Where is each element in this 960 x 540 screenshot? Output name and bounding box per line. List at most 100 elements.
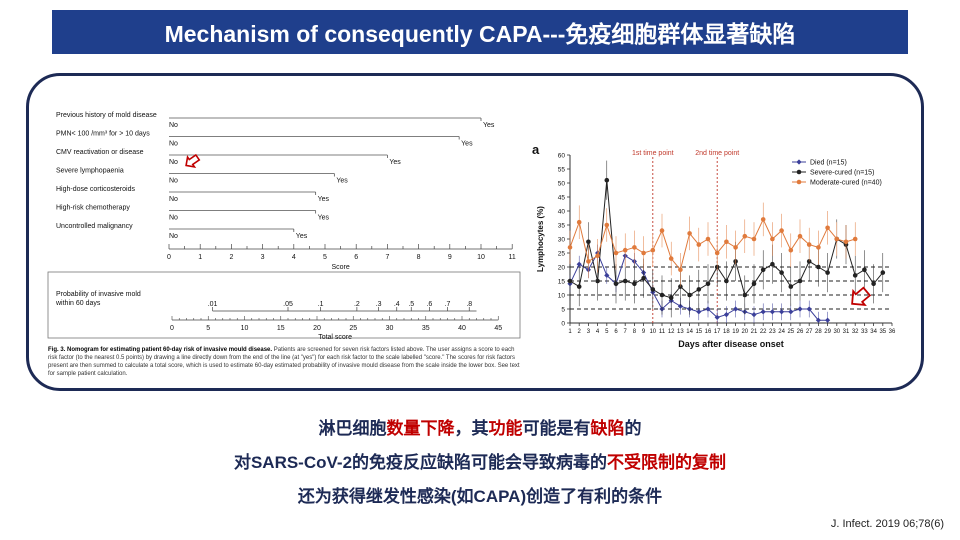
data-point bbox=[696, 287, 702, 292]
slide-title-banner: Mechanism of consequently CAPA---免疫细胞群体显… bbox=[52, 10, 908, 54]
score-tick-label: 1 bbox=[198, 254, 202, 261]
x-tick-label: 14 bbox=[686, 329, 693, 335]
data-point bbox=[880, 270, 886, 275]
x-tick-label: 36 bbox=[889, 329, 896, 335]
data-point bbox=[825, 317, 831, 323]
probability-box bbox=[47, 271, 521, 339]
data-point bbox=[622, 278, 628, 284]
data-point bbox=[668, 256, 674, 261]
x-tick-label: 28 bbox=[815, 329, 822, 335]
slide-title: Mechanism of consequently CAPA---免疫细胞群体显… bbox=[164, 21, 796, 47]
x-tick-label: 25 bbox=[787, 329, 794, 335]
data-point bbox=[613, 281, 619, 287]
probability-tick-label: .8 bbox=[466, 301, 472, 308]
total-tick-label: 0 bbox=[170, 325, 174, 332]
data-point bbox=[760, 217, 766, 222]
probability-tick-label: .2 bbox=[354, 301, 360, 308]
data-point bbox=[760, 267, 766, 273]
nomo-row-yes: Yes bbox=[318, 215, 330, 222]
data-point bbox=[825, 270, 830, 275]
score-tick-label: 10 bbox=[477, 254, 485, 261]
figure-frame bbox=[26, 73, 924, 391]
data-point bbox=[641, 275, 646, 281]
x-tick-label: 2 bbox=[578, 329, 582, 335]
nomogram-chart: Previous history of mold disease No Yes PMN… bbox=[47, 112, 521, 341]
x-tick-label: 26 bbox=[797, 329, 804, 335]
probability-label-1: Probability of invasive mold bbox=[56, 291, 141, 298]
y-tick-label: 20 bbox=[558, 265, 566, 272]
data-point bbox=[733, 245, 738, 250]
y-tick-label: 40 bbox=[558, 209, 566, 216]
data-point bbox=[723, 312, 729, 318]
probability-tick-label: .4 bbox=[394, 301, 400, 308]
score-tick-label: 3 bbox=[261, 254, 265, 261]
total-tick-label: 30 bbox=[386, 325, 394, 332]
legend-label: Severe-cured (n=15) bbox=[810, 170, 874, 177]
probability-tick-label: .7 bbox=[445, 301, 451, 308]
data-point bbox=[604, 177, 610, 183]
nomo-row-no: No bbox=[169, 141, 178, 148]
data-point bbox=[843, 239, 849, 245]
data-point bbox=[862, 267, 867, 273]
total-tick-label: 40 bbox=[458, 325, 466, 332]
score-tick-label: 9 bbox=[448, 254, 452, 261]
x-tick-label: 12 bbox=[668, 329, 675, 335]
legend-label: Died (n=15) bbox=[810, 160, 847, 167]
probability-tick-label: .05 bbox=[283, 301, 293, 308]
nomo-row-no: No bbox=[169, 215, 178, 222]
probability-tick-label: .1 bbox=[318, 301, 324, 308]
data-point bbox=[815, 317, 821, 323]
x-tick-label: 8 bbox=[633, 329, 637, 335]
nomo-row-label: High-risk chemotherapy bbox=[56, 205, 130, 212]
probability-tick-label: .01 bbox=[208, 301, 218, 308]
data-point bbox=[650, 247, 656, 253]
data-point bbox=[724, 239, 729, 245]
data-point bbox=[696, 242, 702, 247]
data-point bbox=[806, 259, 812, 264]
data-point bbox=[659, 292, 665, 298]
data-point bbox=[871, 281, 876, 287]
data-point bbox=[613, 250, 619, 256]
data-point bbox=[604, 222, 610, 228]
data-point bbox=[852, 273, 858, 278]
data-point bbox=[770, 236, 775, 242]
y-tick-label: 55 bbox=[558, 167, 566, 174]
data-point bbox=[760, 309, 766, 315]
nomo-row-no: No bbox=[169, 122, 178, 129]
data-point bbox=[595, 253, 600, 259]
nomo-row-yes: Yes bbox=[483, 122, 495, 129]
score-tick-label: 8 bbox=[417, 254, 421, 261]
series-line bbox=[569, 218, 856, 271]
data-point bbox=[595, 278, 600, 284]
x-tick-label: 20 bbox=[741, 329, 748, 335]
x-tick-label: 5 bbox=[605, 329, 609, 335]
point-text: 的 bbox=[624, 419, 642, 438]
score-tick-label: 6 bbox=[354, 254, 358, 261]
score-tick-label: 5 bbox=[323, 254, 327, 261]
total-tick-label: 45 bbox=[494, 325, 502, 332]
x-tick-label: 34 bbox=[870, 329, 877, 335]
data-point bbox=[678, 267, 683, 273]
data-point bbox=[779, 309, 785, 315]
nomo-row-label: Severe lymphopaenia bbox=[56, 168, 124, 175]
x-tick-label: 19 bbox=[732, 329, 739, 335]
x-tick-label: 23 bbox=[769, 329, 776, 335]
probability-label-2: within 60 days bbox=[55, 300, 101, 307]
data-point bbox=[751, 312, 757, 318]
legend-marker bbox=[796, 179, 802, 185]
chart-marker-arrow-icon bbox=[851, 286, 872, 306]
total-axis-label: Total score bbox=[318, 334, 352, 341]
highlight-text: 数量下降 bbox=[386, 419, 455, 438]
data-point bbox=[797, 233, 803, 239]
y-axis-label: Lymphocytes (%) bbox=[536, 206, 545, 272]
x-tick-label: 1 bbox=[568, 329, 572, 335]
x-tick-label: 22 bbox=[760, 329, 767, 335]
point-line-2: 对SARS-CoV-2的免疫反应缺陷可能会导致病毒的不受限制的复制 bbox=[0, 448, 960, 473]
nomo-row-no: No bbox=[169, 233, 178, 240]
data-point bbox=[797, 306, 803, 312]
data-point bbox=[650, 287, 656, 292]
data-point bbox=[797, 278, 803, 284]
nomogram-caption: Fig. 3. Nomogram for estimating patient … bbox=[48, 346, 522, 378]
data-point bbox=[641, 250, 646, 256]
legend-label: Moderate-cured (n=40) bbox=[810, 180, 882, 187]
